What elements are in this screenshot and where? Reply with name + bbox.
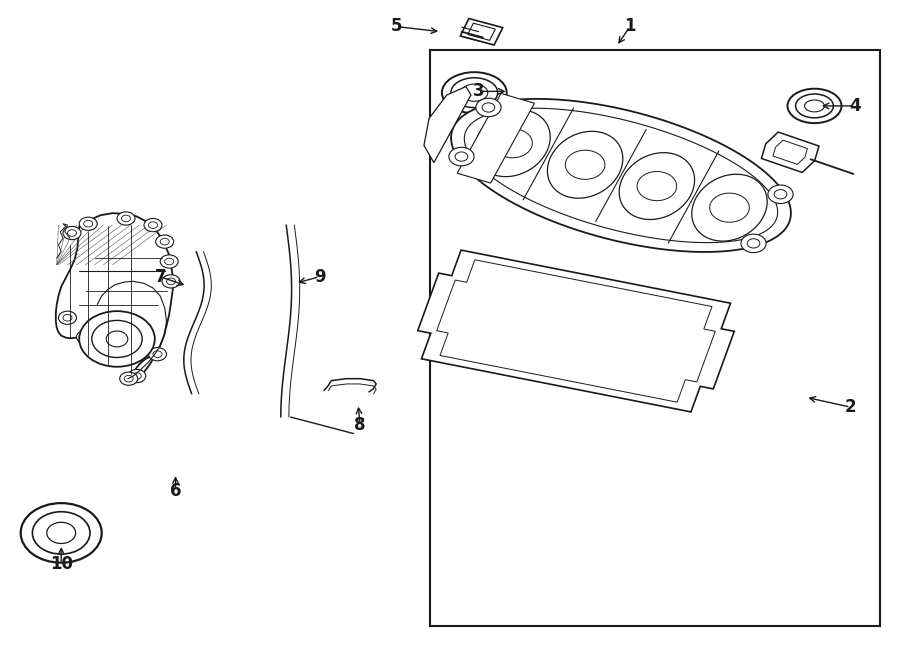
Text: 6: 6	[170, 482, 181, 500]
Circle shape	[166, 278, 176, 285]
Circle shape	[63, 226, 81, 240]
Circle shape	[79, 311, 155, 367]
Circle shape	[92, 320, 142, 357]
Text: 3: 3	[473, 82, 484, 101]
Text: 5: 5	[391, 17, 401, 36]
Circle shape	[76, 330, 94, 344]
Circle shape	[148, 348, 166, 361]
Circle shape	[32, 512, 90, 554]
Polygon shape	[56, 213, 173, 381]
Circle shape	[122, 215, 130, 222]
Circle shape	[160, 238, 169, 245]
Polygon shape	[451, 99, 791, 252]
Circle shape	[741, 234, 766, 253]
Polygon shape	[692, 174, 767, 241]
Circle shape	[63, 314, 72, 321]
Circle shape	[144, 218, 162, 232]
Circle shape	[774, 189, 787, 199]
Circle shape	[68, 230, 76, 236]
Polygon shape	[637, 171, 677, 201]
Text: 8: 8	[355, 416, 365, 434]
Polygon shape	[418, 250, 734, 412]
Circle shape	[21, 503, 102, 563]
Text: 10: 10	[50, 555, 73, 573]
Text: 2: 2	[845, 398, 856, 416]
Circle shape	[47, 522, 76, 544]
Polygon shape	[475, 110, 550, 177]
Circle shape	[124, 375, 133, 382]
Circle shape	[747, 239, 760, 248]
Text: 4: 4	[850, 97, 860, 115]
Circle shape	[106, 331, 128, 347]
Text: 7: 7	[155, 267, 166, 286]
Circle shape	[81, 334, 90, 340]
Circle shape	[455, 152, 468, 162]
Circle shape	[79, 217, 97, 230]
Circle shape	[58, 311, 76, 324]
Circle shape	[482, 103, 495, 112]
Circle shape	[165, 258, 174, 265]
Polygon shape	[565, 150, 605, 179]
Text: 1: 1	[625, 17, 635, 36]
Circle shape	[160, 255, 178, 268]
Circle shape	[156, 235, 174, 248]
Bar	[430, 50, 880, 626]
Text: 9: 9	[314, 267, 325, 286]
Circle shape	[768, 185, 793, 203]
Polygon shape	[436, 260, 716, 402]
Polygon shape	[773, 140, 807, 164]
Circle shape	[128, 369, 146, 383]
Circle shape	[476, 98, 501, 117]
Circle shape	[117, 212, 135, 225]
Polygon shape	[619, 153, 695, 220]
Polygon shape	[424, 87, 471, 163]
Circle shape	[153, 351, 162, 357]
Circle shape	[148, 222, 157, 228]
Polygon shape	[464, 108, 778, 242]
Circle shape	[132, 373, 141, 379]
Circle shape	[162, 275, 180, 288]
Polygon shape	[547, 131, 623, 198]
Circle shape	[449, 148, 474, 166]
Polygon shape	[761, 132, 819, 173]
Circle shape	[120, 372, 138, 385]
Polygon shape	[457, 93, 535, 183]
Polygon shape	[492, 128, 532, 158]
Polygon shape	[710, 193, 750, 222]
Circle shape	[84, 220, 93, 227]
